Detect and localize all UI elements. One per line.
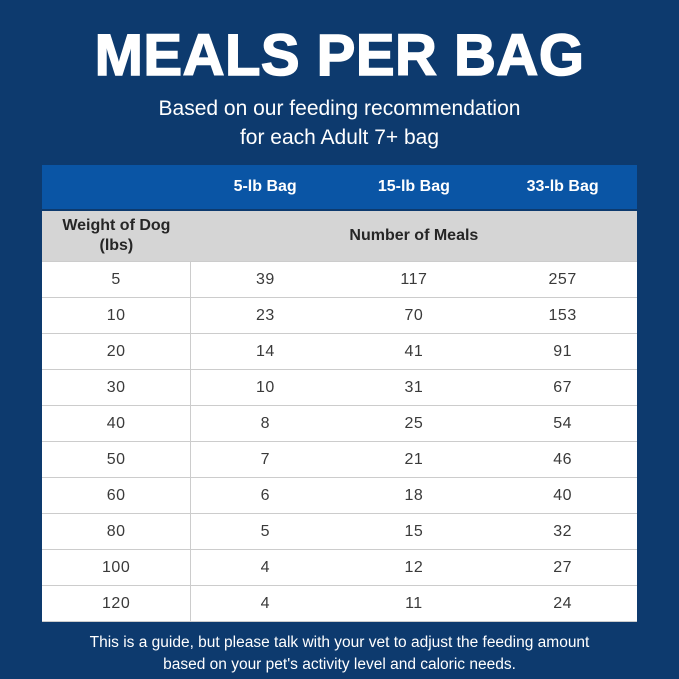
- weight-cell: 40: [42, 405, 192, 442]
- meals-per-bag-table: 5-lb Bag 15-lb Bag 33-lb Bag Weight of D…: [42, 165, 637, 622]
- meals-cell: 18: [339, 477, 489, 514]
- weight-cell: 80: [42, 513, 192, 550]
- meals-cell: 41: [339, 333, 489, 370]
- meals-cell: 46: [488, 441, 637, 478]
- meals-cell: 257: [488, 261, 637, 298]
- meals-cell: 153: [488, 297, 637, 334]
- table-row: 20 14 41 91: [42, 333, 637, 370]
- corner-cell-empty: [42, 165, 191, 211]
- weight-cell: 50: [42, 441, 192, 478]
- table-row: 40 8 25 54: [42, 405, 637, 442]
- meals-cell: 6: [190, 477, 340, 514]
- meals-cell: 21: [339, 441, 489, 478]
- meals-cell: 11: [339, 585, 489, 622]
- weight-header-line-2: (lbs): [99, 237, 134, 254]
- meals-cell: 31: [339, 369, 489, 406]
- meals-cell: 4: [190, 585, 340, 622]
- table-row: 30 10 31 67: [42, 369, 637, 406]
- table-row: 100 4 12 27: [42, 549, 637, 586]
- weight-cell: 20: [42, 333, 192, 370]
- weight-cell: 120: [42, 585, 192, 622]
- subtitle-line-1: Based on our feeding recommendation: [158, 97, 521, 120]
- meals-cell: 15: [339, 513, 489, 550]
- meals-cell: 70: [339, 297, 489, 334]
- meals-cell: 32: [488, 513, 637, 550]
- column-header-33lb-bag: 33-lb Bag: [488, 165, 637, 211]
- meals-cell: 5: [190, 513, 340, 550]
- page-title: MEALS PER BAG: [94, 23, 585, 88]
- meals-cell: 4: [190, 549, 340, 586]
- table-row: 120 4 11 24: [42, 585, 637, 622]
- footer-note: This is a guide, but please talk with yo…: [0, 632, 679, 676]
- header-section: MEALS PER BAG Based on our feeding recom…: [0, 0, 679, 152]
- footer-note-line-2: based on your pet's activity level and c…: [163, 656, 516, 673]
- meals-cell: 8: [190, 405, 340, 442]
- meals-cell: 39: [190, 261, 340, 298]
- column-header-5lb-bag: 5-lb Bag: [190, 165, 340, 211]
- meals-cell: 25: [339, 405, 489, 442]
- weight-cell: 60: [42, 477, 192, 514]
- weight-cell: 10: [42, 297, 192, 334]
- meals-cell: 54: [488, 405, 637, 442]
- table-row: 80 5 15 32: [42, 513, 637, 550]
- weight-of-dog-header: Weight of Dog (lbs): [42, 210, 191, 262]
- meals-cell: 10: [190, 369, 340, 406]
- meals-cell: 24: [488, 585, 637, 622]
- meals-cell: 7: [190, 441, 340, 478]
- subtitle-line-2: for each Adult 7+ bag: [239, 126, 440, 149]
- meals-cell: 23: [190, 297, 340, 334]
- sub-header-row: Weight of Dog (lbs) Number of Meals: [42, 210, 637, 262]
- weight-cell: 30: [42, 369, 192, 406]
- meals-cell: 117: [339, 261, 489, 298]
- table-row: 50 7 21 46: [42, 441, 637, 478]
- table-row: 10 23 70 153: [42, 297, 637, 334]
- meals-cell: 27: [488, 549, 637, 586]
- table-row: 60 6 18 40: [42, 477, 637, 514]
- number-of-meals-header: Number of Meals: [190, 210, 637, 262]
- meals-cell: 12: [339, 549, 489, 586]
- weight-cell: 5: [42, 261, 192, 298]
- meals-cell: 14: [190, 333, 340, 370]
- meals-cell: 40: [488, 477, 637, 514]
- footer-note-line-1: This is a guide, but please talk with yo…: [89, 634, 590, 651]
- table-row: 5 39 117 257: [42, 261, 637, 298]
- meals-cell: 91: [488, 333, 637, 370]
- column-header-15lb-bag: 15-lb Bag: [339, 165, 489, 211]
- weight-header-line-1: Weight of Dog: [62, 217, 171, 234]
- weight-cell: 100: [42, 549, 192, 586]
- meals-cell: 67: [488, 369, 637, 406]
- bag-size-header-row: 5-lb Bag 15-lb Bag 33-lb Bag: [42, 165, 637, 211]
